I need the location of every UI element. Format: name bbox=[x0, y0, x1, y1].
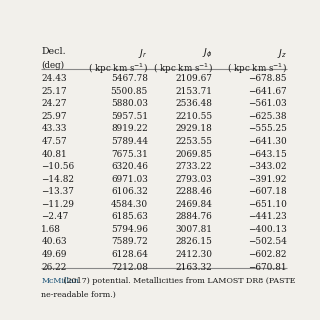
Text: 6106.32: 6106.32 bbox=[111, 187, 148, 196]
Text: −11.29: −11.29 bbox=[41, 200, 74, 209]
Text: −10.56: −10.56 bbox=[41, 162, 74, 171]
Text: −643.15: −643.15 bbox=[248, 149, 287, 158]
Text: 24.43: 24.43 bbox=[41, 74, 67, 83]
Text: 40.63: 40.63 bbox=[41, 237, 67, 246]
Text: 5957.51: 5957.51 bbox=[111, 112, 148, 121]
Text: 5880.03: 5880.03 bbox=[111, 99, 148, 108]
Text: −2.47: −2.47 bbox=[41, 212, 68, 221]
Text: 25.97: 25.97 bbox=[41, 112, 67, 121]
Text: ne-readable form.): ne-readable form.) bbox=[41, 291, 116, 299]
Text: 7212.08: 7212.08 bbox=[111, 263, 148, 272]
Text: 47.57: 47.57 bbox=[41, 137, 67, 146]
Text: −625.38: −625.38 bbox=[248, 112, 287, 121]
Text: 1.68: 1.68 bbox=[41, 225, 61, 234]
Text: 7675.31: 7675.31 bbox=[111, 149, 148, 158]
Text: 5789.44: 5789.44 bbox=[111, 137, 148, 146]
Text: −441.23: −441.23 bbox=[248, 212, 287, 221]
Text: 6185.63: 6185.63 bbox=[111, 212, 148, 221]
Text: $J_r$: $J_r$ bbox=[139, 47, 148, 60]
Text: 2733.22: 2733.22 bbox=[176, 162, 212, 171]
Text: 2793.03: 2793.03 bbox=[176, 175, 212, 184]
Text: 2536.48: 2536.48 bbox=[175, 99, 212, 108]
Text: ( kpc km s$^{-1}$): ( kpc km s$^{-1}$) bbox=[88, 61, 148, 76]
Text: −678.85: −678.85 bbox=[248, 74, 287, 83]
Text: −602.82: −602.82 bbox=[248, 250, 287, 259]
Text: Decl.: Decl. bbox=[41, 47, 66, 56]
Text: 25.17: 25.17 bbox=[41, 87, 67, 96]
Text: 5794.96: 5794.96 bbox=[111, 225, 148, 234]
Text: McMillan: McMillan bbox=[41, 277, 79, 285]
Text: 2412.30: 2412.30 bbox=[175, 250, 212, 259]
Text: 2153.71: 2153.71 bbox=[175, 87, 212, 96]
Text: 2288.46: 2288.46 bbox=[176, 187, 212, 196]
Text: 40.81: 40.81 bbox=[41, 149, 67, 158]
Text: −555.25: −555.25 bbox=[248, 124, 287, 133]
Text: 6971.03: 6971.03 bbox=[111, 175, 148, 184]
Text: 2069.85: 2069.85 bbox=[175, 149, 212, 158]
Text: 2826.15: 2826.15 bbox=[175, 237, 212, 246]
Text: 8919.22: 8919.22 bbox=[111, 124, 148, 133]
Text: ( kpc km s$^{-1}$): ( kpc km s$^{-1}$) bbox=[153, 61, 212, 76]
Text: 2163.32: 2163.32 bbox=[176, 263, 212, 272]
Text: (2017) potential. Metallicities from LAMOST DR8 (PASTE: (2017) potential. Metallicities from LAM… bbox=[41, 277, 296, 285]
Text: 5467.78: 5467.78 bbox=[111, 74, 148, 83]
Text: −607.18: −607.18 bbox=[248, 187, 287, 196]
Text: (deg): (deg) bbox=[41, 61, 64, 70]
Text: 2253.55: 2253.55 bbox=[175, 137, 212, 146]
Text: 49.69: 49.69 bbox=[41, 250, 67, 259]
Text: −400.13: −400.13 bbox=[248, 225, 287, 234]
Text: 2929.18: 2929.18 bbox=[176, 124, 212, 133]
Text: 2469.84: 2469.84 bbox=[175, 200, 212, 209]
Text: −13.37: −13.37 bbox=[41, 187, 74, 196]
Text: 24.27: 24.27 bbox=[41, 99, 67, 108]
Text: 43.33: 43.33 bbox=[41, 124, 67, 133]
Text: 2884.76: 2884.76 bbox=[176, 212, 212, 221]
Text: 7589.72: 7589.72 bbox=[111, 237, 148, 246]
Text: 2109.67: 2109.67 bbox=[175, 74, 212, 83]
Text: $J_{\phi}$: $J_{\phi}$ bbox=[202, 47, 212, 60]
Text: −561.03: −561.03 bbox=[248, 99, 287, 108]
Text: 2210.55: 2210.55 bbox=[175, 112, 212, 121]
Text: 3007.81: 3007.81 bbox=[175, 225, 212, 234]
Text: 26.22: 26.22 bbox=[41, 263, 67, 272]
Text: 6320.46: 6320.46 bbox=[111, 162, 148, 171]
Text: −391.92: −391.92 bbox=[248, 175, 287, 184]
Text: −670.81: −670.81 bbox=[248, 263, 287, 272]
Text: −641.67: −641.67 bbox=[248, 87, 287, 96]
Text: −343.02: −343.02 bbox=[248, 162, 287, 171]
Text: 5500.85: 5500.85 bbox=[111, 87, 148, 96]
Text: −641.30: −641.30 bbox=[248, 137, 287, 146]
Text: $J_z$: $J_z$ bbox=[277, 47, 287, 60]
Text: 4584.30: 4584.30 bbox=[111, 200, 148, 209]
Text: −651.10: −651.10 bbox=[248, 200, 287, 209]
Text: 6128.64: 6128.64 bbox=[111, 250, 148, 259]
Text: −502.54: −502.54 bbox=[248, 237, 287, 246]
Text: −14.82: −14.82 bbox=[41, 175, 74, 184]
Text: ( kpc km s$^{-1}$): ( kpc km s$^{-1}$) bbox=[227, 61, 287, 76]
